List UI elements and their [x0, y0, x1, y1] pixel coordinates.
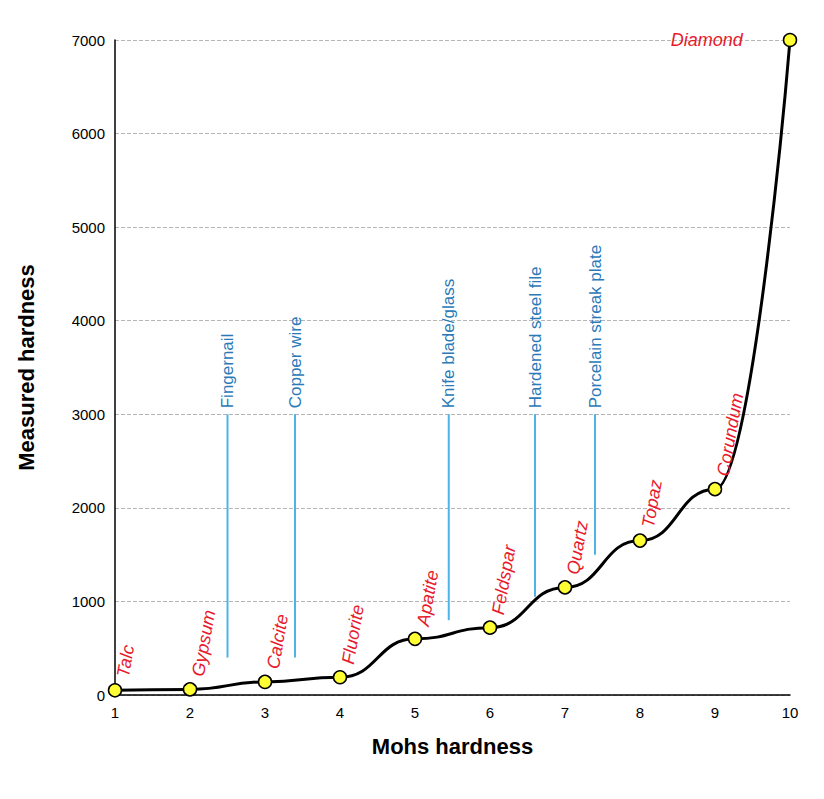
svg-text:Copper wire: Copper wire [286, 317, 305, 409]
svg-text:4: 4 [336, 704, 344, 721]
svg-text:6000: 6000 [72, 125, 105, 142]
svg-text:2: 2 [186, 704, 194, 721]
svg-text:Measured hardness: Measured hardness [14, 264, 39, 471]
svg-text:1000: 1000 [72, 593, 105, 610]
svg-text:10: 10 [782, 704, 799, 721]
svg-text:5: 5 [411, 704, 419, 721]
svg-text:5000: 5000 [72, 219, 105, 236]
svg-text:Talc: Talc [113, 643, 138, 678]
svg-text:0: 0 [97, 687, 105, 704]
svg-text:8: 8 [636, 704, 644, 721]
svg-text:Diamond: Diamond [671, 30, 744, 50]
svg-text:Quartz: Quartz [563, 519, 592, 576]
svg-text:Mohs hardness: Mohs hardness [372, 734, 533, 759]
svg-text:3: 3 [261, 704, 269, 721]
svg-text:Topaz: Topaz [638, 478, 666, 529]
svg-text:2000: 2000 [72, 499, 105, 516]
svg-text:Porcelain streak plate: Porcelain streak plate [586, 245, 605, 408]
svg-text:Feldspar: Feldspar [488, 543, 520, 616]
svg-text:6: 6 [486, 704, 494, 721]
svg-text:9: 9 [711, 704, 719, 721]
svg-text:Corundum: Corundum [713, 391, 747, 477]
svg-text:Apatite: Apatite [413, 569, 443, 629]
svg-text:1: 1 [111, 704, 119, 721]
svg-text:Calcite: Calcite [263, 613, 292, 671]
svg-text:7: 7 [561, 704, 569, 721]
svg-text:Fluorite: Fluorite [338, 603, 368, 666]
svg-text:7000: 7000 [72, 32, 105, 49]
svg-text:Gypsum: Gypsum [188, 608, 219, 677]
svg-text:4000: 4000 [72, 312, 105, 329]
svg-text:Fingernail: Fingernail [218, 334, 237, 409]
svg-text:Knife blade/glass: Knife blade/glass [439, 279, 458, 408]
svg-text:3000: 3000 [72, 406, 105, 423]
svg-text:Hardened steel file: Hardened steel file [526, 267, 545, 409]
